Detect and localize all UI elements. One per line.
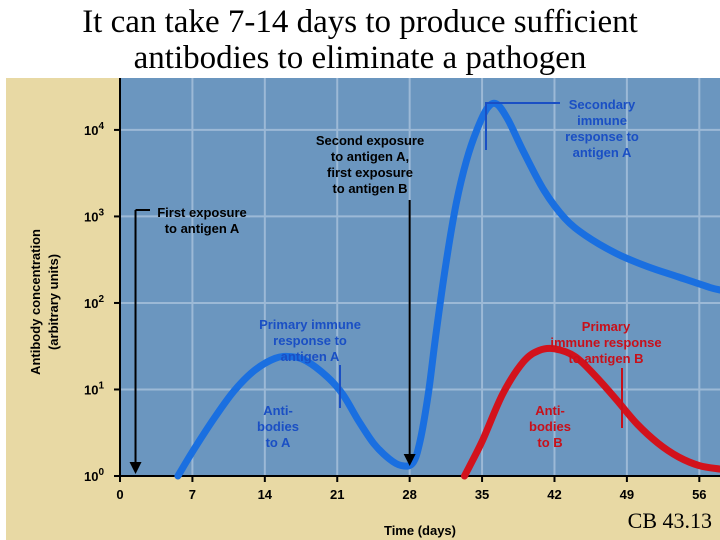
x-axis-title: Time (days) bbox=[384, 523, 456, 538]
x-tick-label: 14 bbox=[258, 487, 273, 502]
y-tick-label: 102 bbox=[84, 294, 104, 311]
series-antibodies-b bbox=[461, 344, 720, 480]
y-tick-label: 101 bbox=[84, 380, 104, 397]
title-line-1: It can take 7-14 days to produce suffici… bbox=[82, 4, 638, 40]
x-tick-label: 28 bbox=[402, 487, 416, 502]
annotations: First exposure to antigen A Second exposur… bbox=[129, 97, 662, 474]
label-antibodies-a: Anti-bodies to A bbox=[257, 403, 299, 450]
series-lines bbox=[174, 99, 720, 480]
y-tick-label: 104 bbox=[84, 121, 104, 138]
x-tick-label: 0 bbox=[116, 487, 123, 502]
x-tick-label: 42 bbox=[547, 487, 561, 502]
x-tick-label: 56 bbox=[692, 487, 706, 502]
label-secondary-response: Secondary immune response to antigen A bbox=[565, 97, 639, 160]
axes: 0 7 14 21 28 35 42 49 56 100 101 102 103 104 Time (day… bbox=[28, 78, 720, 538]
label-first-exposure: First exposure to antigen A bbox=[157, 205, 247, 236]
slide-title: It can take 7-14 days to produce suffici… bbox=[0, 4, 720, 76]
label-primary-response-b: Primary immune response to antigen B bbox=[550, 319, 661, 366]
label-primary-response-a: Primary immune response to antigen A bbox=[259, 317, 361, 364]
x-tick-label: 7 bbox=[189, 487, 196, 502]
y-tick-label: 100 bbox=[84, 467, 104, 484]
second-exposure-arrow-head bbox=[403, 454, 416, 466]
title-line-2: antibodies to eliminate a pathogen bbox=[133, 40, 587, 76]
label-antibodies-b: Anti-bodies to B bbox=[529, 403, 571, 450]
gridlines bbox=[120, 78, 720, 476]
x-tick-label: 49 bbox=[620, 487, 634, 502]
y-axis-subtitle: (arbitrary units) bbox=[46, 254, 61, 350]
first-exposure-arrow-head bbox=[129, 462, 142, 474]
series-antibodies-a bbox=[174, 99, 720, 480]
y-axis-title: Antibody concentration bbox=[28, 229, 43, 375]
label-second-exposure: Second exposure to antigen A, first exposu… bbox=[316, 133, 424, 196]
figure-reference: CB 43.13 bbox=[627, 508, 712, 533]
x-tick-label: 21 bbox=[330, 487, 344, 502]
y-tick-label: 103 bbox=[84, 207, 104, 224]
x-tick-label: 35 bbox=[475, 487, 489, 502]
secondary-response-leader bbox=[485, 102, 560, 150]
